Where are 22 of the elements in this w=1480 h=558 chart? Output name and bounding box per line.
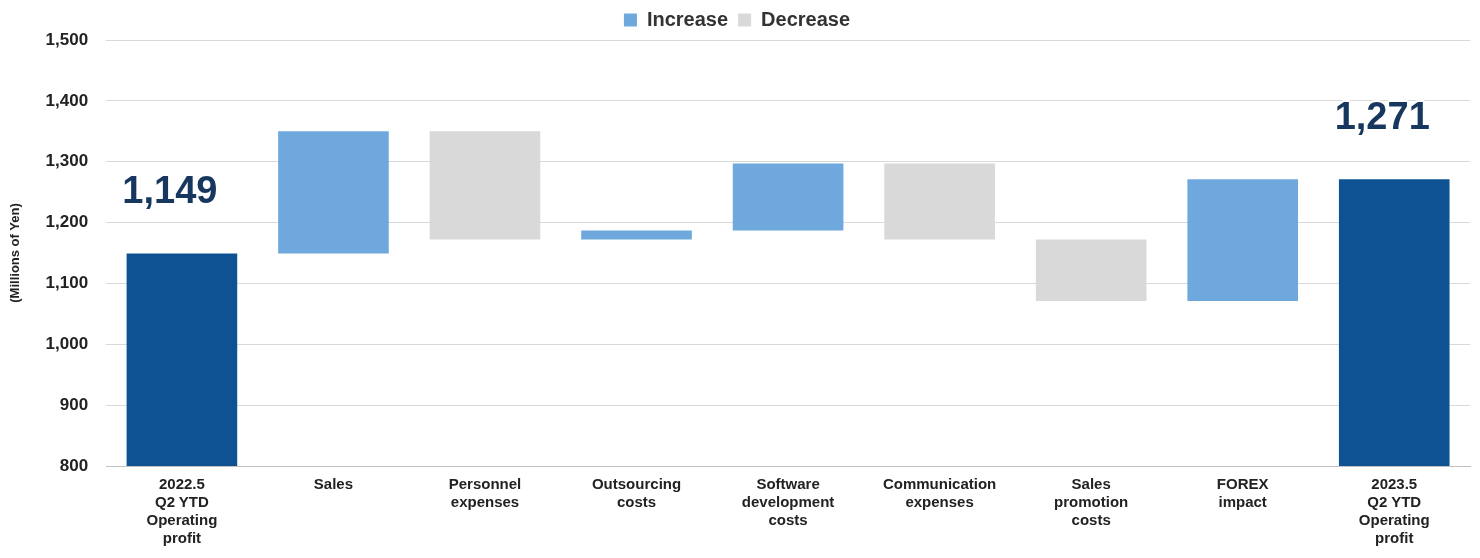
x-tick-label: 2022.5 Q2 YTD Operating profit [146, 475, 218, 547]
x-tick-label: Software development costs [741, 475, 835, 529]
y-tick-label: 900 [59, 394, 89, 414]
legend-label: Decrease [761, 7, 851, 30]
x-tick-label: Sales promotion costs [1054, 475, 1129, 529]
y-tick-label: 1,200 [45, 212, 89, 232]
x-tick-label: Sales [313, 475, 354, 493]
y-tick-label: 1,500 [45, 29, 89, 49]
y-tick-label: 1,300 [45, 151, 89, 171]
data-label: 1,271 [1334, 94, 1430, 137]
y-tick-label: 1,000 [45, 333, 89, 353]
data-label: 1,149 [122, 169, 218, 212]
y-tick-label: 800 [59, 455, 89, 475]
y-tick-label: 1,400 [45, 90, 89, 110]
x-tick-label: Outsourcing costs [591, 475, 682, 511]
x-tick-label: FOREX impact [1216, 475, 1269, 511]
legend-label: Increase [646, 7, 729, 30]
y-axis-title: (Millions of Yen) [7, 203, 23, 303]
x-tick-label: 2023.5 Q2 YTD Operating profit [1358, 475, 1430, 547]
y-tick-label: 1,100 [45, 273, 89, 293]
x-tick-label: Personnel expenses [448, 475, 522, 511]
x-tick-label: Communication expenses [882, 475, 997, 511]
